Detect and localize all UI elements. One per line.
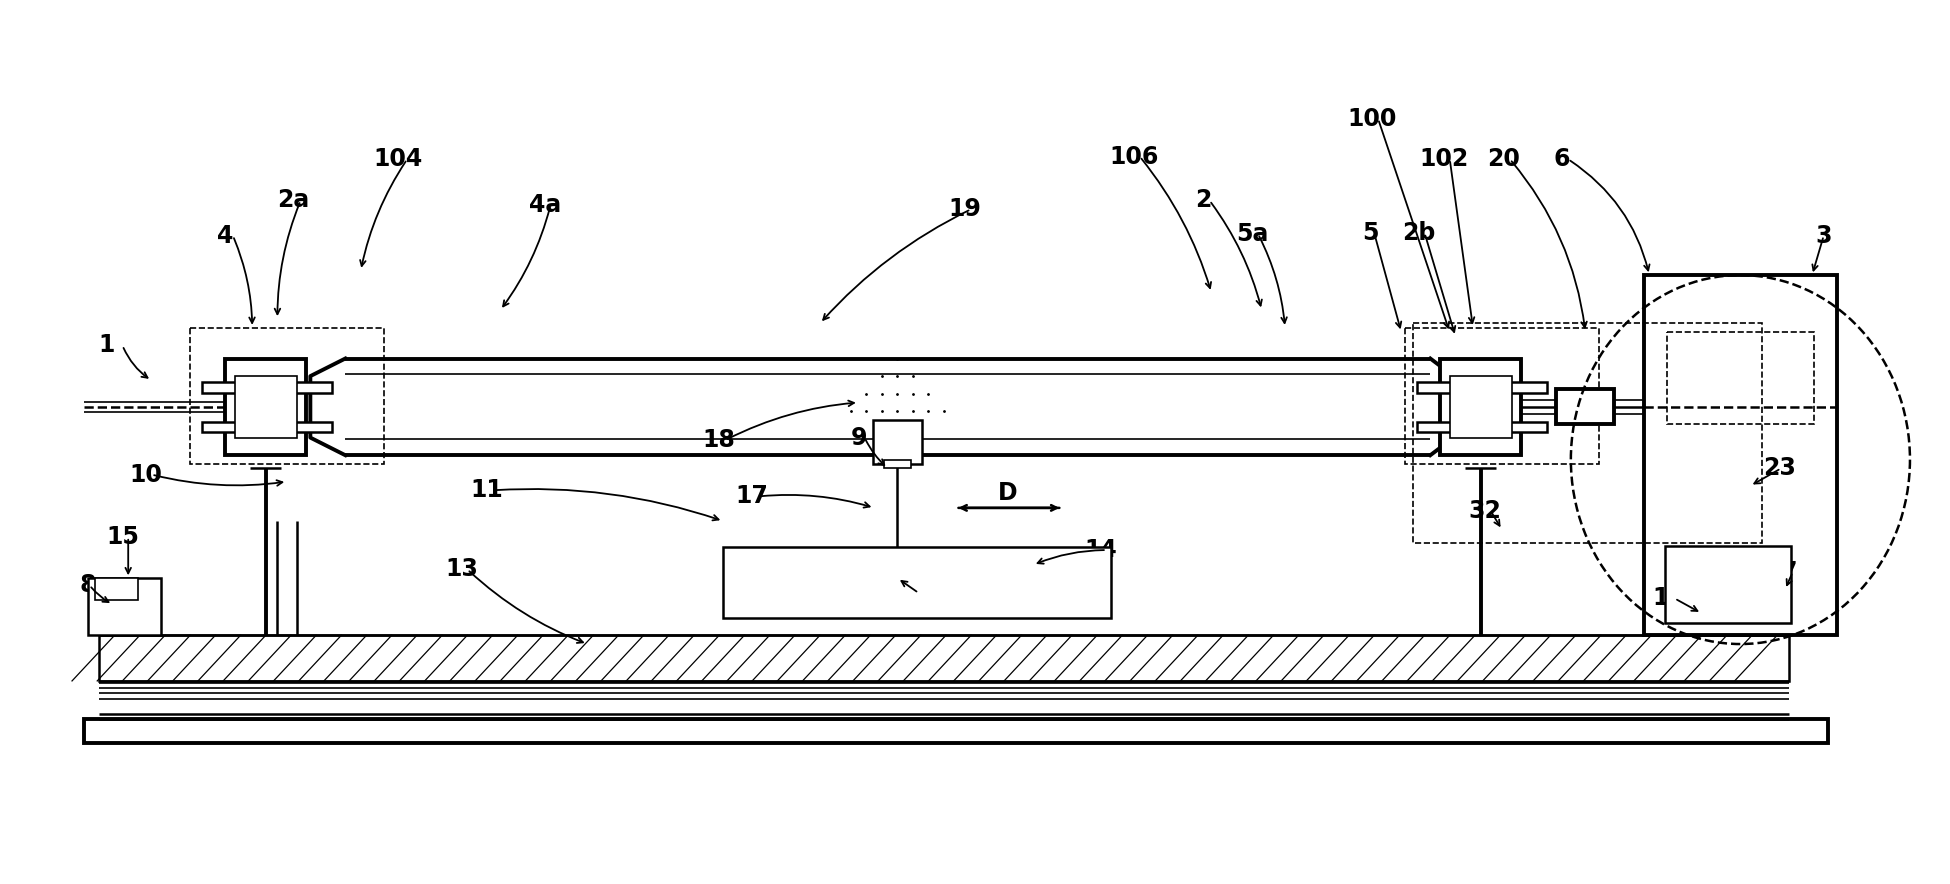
Text: 7: 7 bbox=[1780, 560, 1798, 584]
Text: 106: 106 bbox=[1110, 144, 1158, 169]
Text: 13: 13 bbox=[445, 558, 478, 582]
Bar bbox=[1556, 389, 1615, 424]
Text: 20: 20 bbox=[1488, 147, 1521, 171]
Text: 9: 9 bbox=[850, 425, 868, 450]
Text: 2: 2 bbox=[1195, 188, 1211, 212]
Text: 17: 17 bbox=[735, 484, 768, 508]
Bar bbox=[883, 460, 911, 469]
Bar bbox=[1418, 382, 1546, 392]
Text: 102: 102 bbox=[1420, 147, 1468, 171]
Text: 3: 3 bbox=[1815, 224, 1831, 248]
Text: 4a: 4a bbox=[528, 193, 562, 217]
Text: 5: 5 bbox=[1361, 221, 1379, 245]
Text: 18: 18 bbox=[702, 428, 735, 453]
Text: 6: 6 bbox=[1554, 147, 1570, 171]
Bar bbox=[1665, 545, 1790, 623]
Text: 11: 11 bbox=[470, 478, 503, 502]
Bar bbox=[1644, 275, 1837, 636]
Bar bbox=[203, 422, 332, 432]
Text: 10: 10 bbox=[129, 462, 162, 486]
Text: 2b: 2b bbox=[1402, 221, 1435, 245]
Text: D: D bbox=[998, 481, 1018, 505]
Bar bbox=[234, 376, 296, 438]
Bar bbox=[1418, 422, 1546, 432]
Bar bbox=[723, 547, 1112, 618]
Text: 15: 15 bbox=[105, 525, 138, 549]
Bar bbox=[1449, 376, 1511, 438]
Bar bbox=[191, 328, 384, 464]
Text: 16: 16 bbox=[1652, 586, 1685, 610]
Text: 1: 1 bbox=[99, 333, 115, 357]
Text: 32: 32 bbox=[1468, 499, 1502, 522]
Text: 19: 19 bbox=[950, 197, 981, 221]
Text: 100: 100 bbox=[1347, 107, 1396, 131]
Text: 23: 23 bbox=[1763, 456, 1796, 480]
Bar bbox=[1439, 359, 1521, 455]
Text: 4: 4 bbox=[216, 224, 234, 248]
Text: 5a: 5a bbox=[1236, 222, 1268, 246]
Bar bbox=[1406, 328, 1599, 464]
Bar bbox=[224, 359, 306, 455]
Bar bbox=[1414, 324, 1761, 543]
Text: 8: 8 bbox=[80, 573, 96, 598]
Bar bbox=[1667, 332, 1814, 424]
Text: 14: 14 bbox=[1084, 538, 1117, 562]
Bar bbox=[84, 719, 1827, 743]
Text: 2a: 2a bbox=[277, 188, 308, 212]
Bar bbox=[88, 578, 162, 636]
Text: 12: 12 bbox=[897, 581, 930, 605]
Bar bbox=[99, 636, 1788, 681]
Bar bbox=[874, 420, 922, 464]
Text: 104: 104 bbox=[372, 147, 423, 171]
Bar bbox=[203, 382, 332, 392]
Bar bbox=[96, 578, 138, 600]
